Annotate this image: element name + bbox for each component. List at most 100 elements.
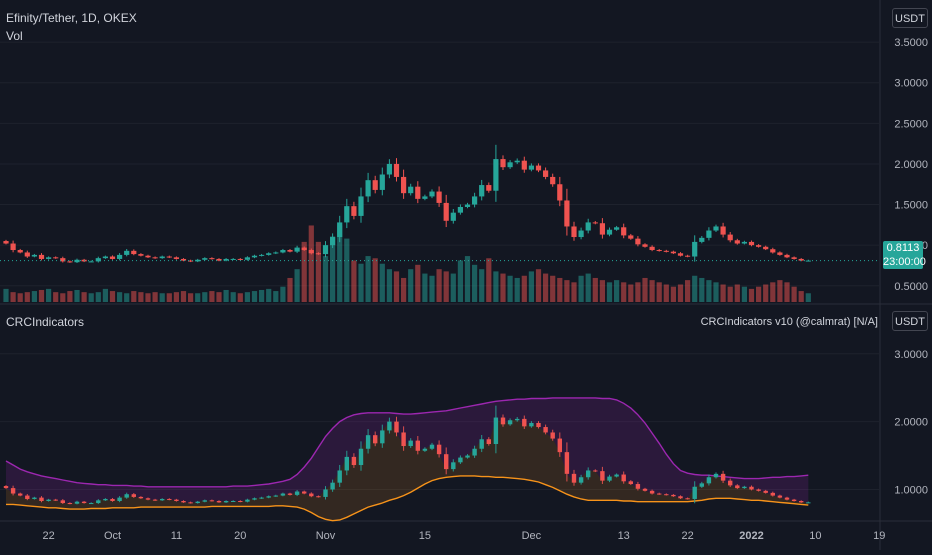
volume-bar: [514, 277, 520, 302]
candle-body: [635, 238, 641, 245]
volume-bar: [287, 277, 293, 302]
indicator-candle-body: [642, 488, 648, 491]
candle-body: [429, 191, 435, 197]
candle-body: [791, 257, 797, 259]
currency-chip-indicator[interactable]: USDT: [892, 311, 928, 331]
candle-body: [67, 261, 73, 263]
indicator-candle-body: [188, 502, 193, 504]
indicator-candle-body: [415, 440, 420, 451]
volume-legend: Vol: [6, 29, 23, 43]
volume-bar: [784, 282, 790, 302]
volume-bar: [741, 286, 747, 302]
volume-bar: [273, 291, 279, 302]
candle-body: [770, 249, 776, 253]
x-axis-tick: Nov: [316, 530, 336, 542]
candle-body: [365, 180, 371, 197]
volume-bar: [81, 292, 87, 302]
candle-body: [670, 251, 676, 254]
volume-bar: [486, 258, 492, 302]
indicator-candle-body: [387, 421, 392, 431]
volume-bar: [294, 269, 300, 302]
volume-bar: [102, 288, 108, 302]
indicator-candle-body: [500, 417, 506, 425]
volume-bar: [266, 288, 272, 302]
volume-bar: [628, 284, 634, 302]
volume-bar: [692, 275, 698, 302]
candle-body: [195, 259, 201, 262]
volume-bar: [621, 282, 627, 302]
candle-body: [145, 255, 151, 258]
candle-body: [763, 246, 769, 250]
candle-body: [109, 256, 116, 259]
volume-bar: [422, 273, 428, 302]
candle-body: [280, 250, 286, 253]
indicator-candle-body: [323, 489, 328, 497]
indicator-candle-body: [791, 499, 797, 501]
currency-chip-main[interactable]: USDT: [892, 8, 928, 28]
candle-body: [784, 254, 790, 258]
indicator-candle-body: [728, 480, 733, 486]
indicator-candle-body: [458, 457, 463, 463]
candle-body: [74, 259, 80, 263]
candle-body: [535, 165, 542, 171]
indicator-candle-body: [96, 500, 101, 504]
indicator-candle-body: [74, 501, 80, 504]
volume-bar: [17, 293, 23, 302]
candle-body: [315, 253, 321, 255]
indicator-title: CRCIndicators v10 (@calmrat) [N/A]: [700, 316, 878, 328]
candle-body: [322, 245, 329, 255]
volume-bar: [713, 282, 719, 302]
volume-bar: [152, 292, 158, 302]
indicator-candle-body: [408, 440, 413, 447]
indicator-candle-body: [635, 484, 641, 489]
volume-bar: [159, 293, 165, 302]
volume-bar: [663, 284, 669, 302]
candle-body: [60, 258, 66, 262]
candle-body: [436, 191, 442, 203]
candle-body: [550, 176, 556, 185]
candle-body: [571, 226, 577, 238]
volume-bar: [88, 293, 94, 302]
volume-bar: [358, 263, 364, 302]
indicator-candle-body: [756, 489, 761, 491]
indicator-candle-body: [763, 490, 768, 493]
indicator-candle-body: [713, 473, 719, 478]
indicator-candle-body: [671, 494, 676, 497]
candle-body: [53, 257, 59, 259]
candle-body: [521, 160, 527, 170]
indicator-candle-body: [486, 439, 491, 444]
indicator-candle-body: [401, 432, 406, 447]
volume-bar: [24, 292, 30, 302]
indicator-candle-body: [571, 473, 577, 483]
indicator-axis-tick: 3.0000: [894, 349, 928, 361]
volume-bar: [599, 280, 605, 302]
candle-body: [102, 256, 108, 259]
volume-bar: [614, 280, 620, 302]
volume-bar: [592, 277, 598, 302]
volume-bar: [457, 260, 463, 302]
indicator-candle-body: [18, 493, 23, 496]
volume-bar: [195, 293, 201, 302]
candle-body: [500, 159, 506, 168]
volume-bar: [344, 238, 350, 302]
volume-bar: [557, 277, 563, 302]
indicator-candle-body: [25, 495, 30, 499]
candle-body: [578, 230, 584, 238]
indicator-candle-body: [287, 493, 293, 495]
volume-bar: [677, 284, 684, 302]
indicator-candle-body: [110, 498, 115, 501]
volume-bar: [521, 275, 527, 302]
indicator-candle-body: [649, 490, 655, 494]
volume-bar: [74, 289, 80, 302]
indicator-candle-body: [3, 486, 9, 489]
candle-body: [408, 186, 414, 194]
x-axis-tick: 19: [873, 530, 885, 542]
volume-bar: [301, 241, 307, 302]
volume-bar: [53, 292, 59, 302]
indicator-candle-body: [39, 497, 44, 501]
volume-bar: [337, 225, 343, 302]
indicator-candle-body: [131, 494, 136, 497]
